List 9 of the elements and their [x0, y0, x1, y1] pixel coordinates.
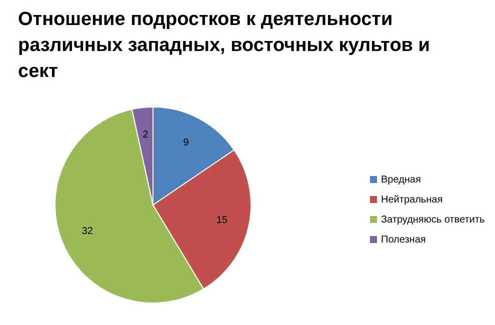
data-label: 2 — [142, 129, 149, 140]
legend-label: Затрудняюсь ответить — [381, 214, 485, 226]
data-label: 32 — [82, 226, 94, 237]
legend-label: Полезная — [381, 234, 426, 246]
legend-label: Вредная — [381, 174, 421, 186]
legend-label: Нейтральная — [381, 194, 443, 206]
data-label: 15 — [216, 214, 228, 226]
chart-title: Отношение подростков к деятельности различных западных, восточных культов и сект — [18, 9, 430, 82]
data-label: 9 — [183, 137, 190, 148]
